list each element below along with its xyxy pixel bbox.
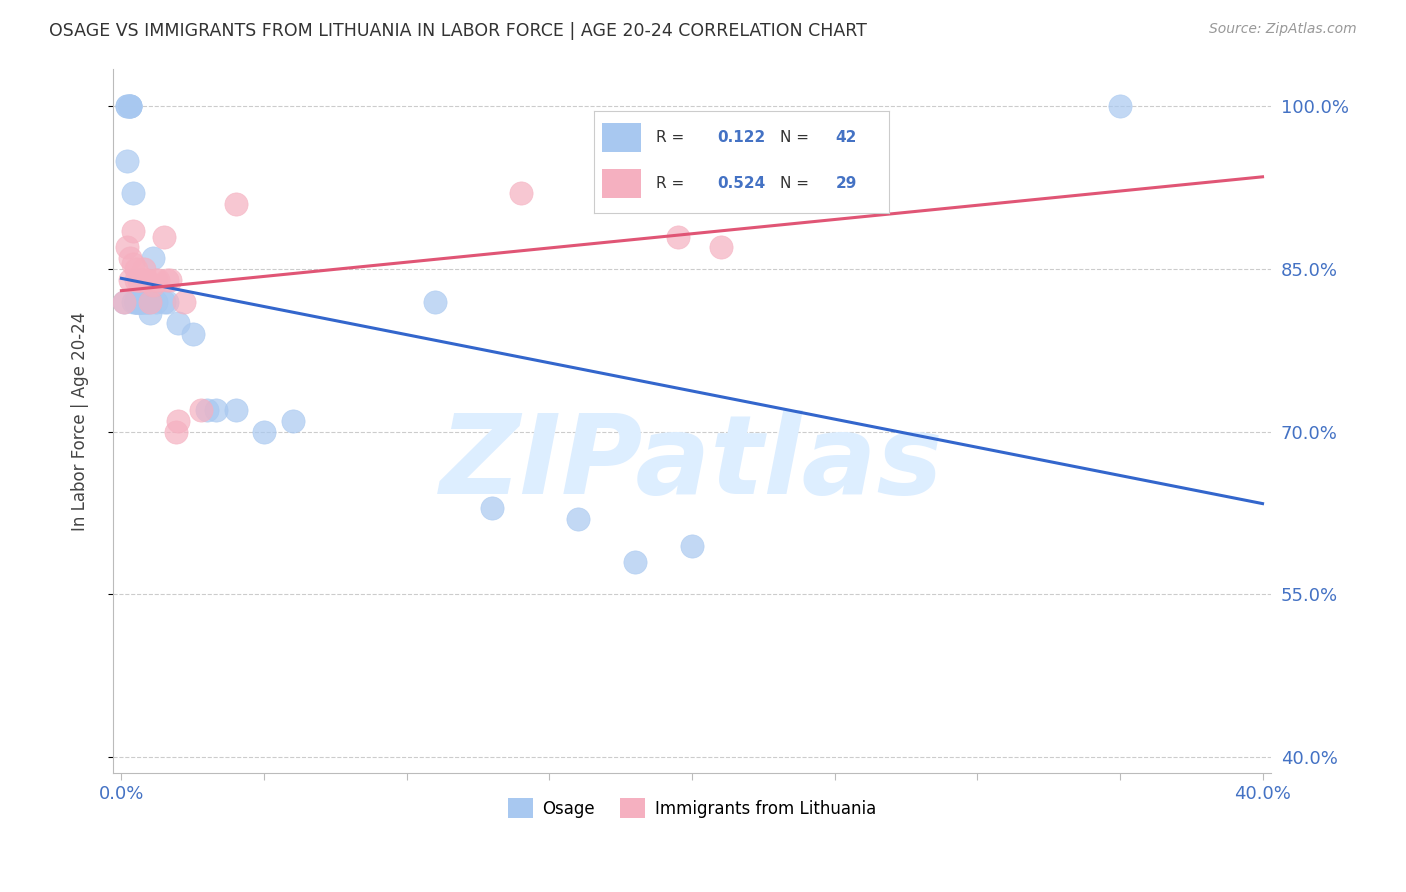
Point: [115, 240, 138, 254]
Point: [131, 294, 153, 309]
Point: [118, 99, 141, 113]
Point: [181, 327, 204, 342]
Text: ZIPatlas: ZIPatlas: [440, 409, 943, 516]
Point: [204, 403, 226, 417]
Point: [128, 273, 150, 287]
Point: [121, 294, 143, 309]
Legend: Osage, Immigrants from Lithuania: Osage, Immigrants from Lithuania: [501, 791, 883, 825]
Point: [139, 305, 162, 319]
Point: [1109, 99, 1132, 113]
Point: [142, 252, 165, 266]
Point: [159, 273, 181, 287]
Point: [134, 273, 156, 287]
Point: [481, 500, 503, 515]
Point: [139, 294, 162, 309]
Point: [167, 317, 190, 331]
Point: [131, 294, 153, 309]
Point: [425, 294, 447, 309]
Point: [118, 273, 141, 287]
Point: [225, 197, 247, 211]
Point: [139, 294, 162, 309]
Point: [124, 294, 146, 309]
Point: [142, 278, 165, 293]
Point: [118, 99, 141, 113]
Point: [124, 273, 146, 287]
Point: [118, 99, 141, 113]
Point: [709, 240, 731, 254]
Point: [124, 294, 146, 309]
Point: [115, 153, 138, 168]
Point: [156, 273, 179, 287]
Point: [118, 252, 141, 266]
Point: [128, 273, 150, 287]
Point: [173, 294, 195, 309]
Point: [165, 425, 187, 439]
Point: [134, 294, 156, 309]
Point: [121, 224, 143, 238]
Y-axis label: In Labor Force | Age 20-24: In Labor Force | Age 20-24: [72, 311, 89, 531]
Point: [145, 273, 167, 287]
Text: OSAGE VS IMMIGRANTS FROM LITHUANIA IN LABOR FORCE | AGE 20-24 CORRELATION CHART: OSAGE VS IMMIGRANTS FROM LITHUANIA IN LA…: [49, 22, 868, 40]
Point: [681, 539, 703, 553]
Point: [136, 294, 159, 309]
Point: [136, 273, 159, 287]
Point: [131, 273, 153, 287]
Point: [124, 294, 146, 309]
Point: [190, 403, 212, 417]
Point: [121, 186, 143, 201]
Point: [567, 511, 589, 525]
Point: [509, 186, 531, 201]
Point: [156, 294, 179, 309]
Point: [225, 403, 247, 417]
Point: [153, 229, 176, 244]
Point: [128, 294, 150, 309]
Point: [128, 294, 150, 309]
Point: [134, 294, 156, 309]
Point: [253, 425, 276, 439]
Text: Source: ZipAtlas.com: Source: ZipAtlas.com: [1209, 22, 1357, 37]
Point: [167, 414, 190, 428]
Point: [148, 273, 170, 287]
Point: [118, 99, 141, 113]
Point: [124, 294, 146, 309]
Point: [115, 99, 138, 113]
Point: [666, 229, 689, 244]
Point: [112, 294, 135, 309]
Point: [136, 294, 159, 309]
Point: [153, 294, 176, 309]
Point: [624, 555, 647, 569]
Point: [145, 294, 167, 309]
Point: [195, 403, 218, 417]
Point: [112, 294, 135, 309]
Point: [131, 294, 153, 309]
Point: [121, 257, 143, 271]
Point: [115, 99, 138, 113]
Point: [134, 262, 156, 277]
Point: [124, 262, 146, 277]
Point: [281, 414, 304, 428]
